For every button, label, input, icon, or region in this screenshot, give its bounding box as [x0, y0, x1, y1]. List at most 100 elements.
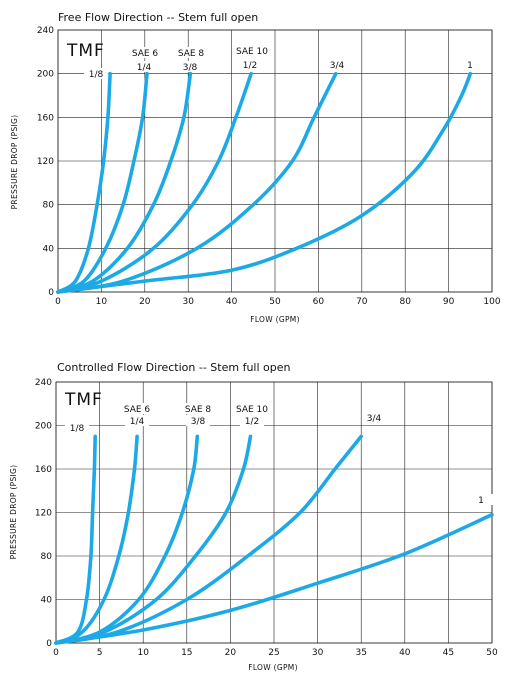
x-tick-label: 100 [483, 297, 500, 307]
label-backdrop [84, 68, 108, 79]
y-tick-label: 80 [43, 201, 55, 211]
x-tick-label: 15 [181, 648, 192, 658]
y-tick-label: 0 [48, 288, 54, 298]
x-tick-label: 70 [356, 297, 368, 307]
x-tick-label: 50 [269, 297, 281, 307]
x-axis-label: FLOW (GPM) [250, 315, 300, 324]
plot-frame [57, 29, 493, 293]
series-line-3-8 [54, 434, 200, 645]
y-tick-label: 120 [35, 509, 52, 519]
y-tick-label: 240 [35, 378, 52, 388]
label-backdrop [125, 47, 165, 58]
series-size-label: 1/2 [245, 417, 259, 427]
label-backdrop [238, 59, 262, 70]
curve-labels: 1/8 SAE 6 1/4 SAE 8 3/8 SAE 10 1/2 3/4 1 [84, 45, 482, 80]
series-line-1-2 [56, 71, 253, 294]
x-tick-label: 45 [443, 648, 454, 658]
series-size-label: 1 [478, 496, 484, 506]
x-tick-label: 40 [399, 648, 411, 658]
series-size-label: 3/8 [191, 417, 206, 427]
brand-label: TMF [64, 390, 103, 410]
series-sae-label: SAE 10 [236, 405, 268, 415]
label-backdrop [132, 61, 156, 72]
label-backdrop [232, 45, 272, 56]
label-backdrop [178, 403, 218, 414]
chart-title: Free Flow Direction -- Stem full open [58, 11, 258, 24]
x-tick-label: 10 [137, 648, 149, 658]
series-sae-label: SAE 8 [178, 49, 205, 59]
series-line-1-2 [54, 434, 253, 645]
x-tick-label: 90 [443, 297, 455, 307]
x-tick-label: 20 [139, 297, 151, 307]
label-backdrop [469, 494, 493, 505]
x-tick-labels: 0 10 20 30 40 50 60 70 80 90 100 [55, 297, 501, 307]
y-tick-label: 80 [41, 552, 53, 562]
chart-title: Controlled Flow Direction -- Stem full o… [57, 361, 291, 374]
series-line-3-4 [56, 71, 338, 294]
x-tick-label: 25 [268, 648, 279, 658]
series-line-1-4 [54, 434, 139, 645]
series-sae-label: SAE 8 [185, 405, 212, 415]
series-layer [56, 71, 473, 294]
label-backdrop [117, 403, 157, 414]
y-tick-label: 40 [43, 244, 55, 254]
series-sae-label: SAE 10 [236, 47, 268, 57]
y-tick-labels: 0 40 80 120 160 200 240 [35, 378, 52, 649]
series-line-3-8 [56, 71, 193, 294]
series-line-3-4 [54, 434, 363, 645]
curve-labels: 1/8 SAE 6 1/4 SAE 8 3/8 SAE 10 1/2 3/4 1 [65, 403, 493, 506]
y-tick-label: 120 [37, 157, 54, 167]
label-backdrop [362, 412, 386, 423]
x-tick-label: 80 [399, 297, 411, 307]
x-tick-label: 20 [225, 648, 237, 658]
x-tick-label: 0 [55, 297, 61, 307]
series-line-1 [56, 71, 473, 294]
gridlines [55, 381, 493, 644]
y-tick-labels: 0 40 80 120 160 200 240 [37, 26, 54, 298]
label-backdrop [178, 61, 202, 72]
series-size-label: 3/8 [183, 63, 198, 73]
free-flow-chart: Free Flow Direction -- Stem full open 1/… [10, 11, 501, 324]
x-tick-label: 5 [97, 648, 103, 658]
label-backdrop [325, 59, 349, 70]
x-tick-label: 30 [182, 297, 194, 307]
plot-frame [55, 381, 493, 644]
label-backdrop [125, 415, 149, 426]
y-tick-label: 160 [35, 465, 52, 475]
x-tick-label: 50 [486, 648, 498, 658]
y-axis-label: PRESSURE DROP (PSIG) [9, 465, 18, 560]
y-tick-label: 240 [37, 26, 54, 36]
series-size-label: 1/4 [130, 417, 145, 427]
y-axis-label: PRESSURE DROP (PSIG) [10, 115, 19, 210]
series-size-label: 1 [467, 61, 473, 71]
series-size-label: 1/8 [70, 424, 85, 434]
series-size-label: 3/4 [367, 414, 382, 424]
series-size-label: 1/2 [243, 61, 257, 71]
x-tick-label: 35 [355, 648, 366, 658]
series-line-1-8 [56, 71, 112, 294]
series-line-1-4 [56, 71, 149, 294]
series-line-1 [54, 512, 494, 645]
label-backdrop [240, 415, 264, 426]
label-backdrop [171, 47, 211, 58]
x-tick-labels: 0 5 10 15 20 25 30 35 40 45 50 [53, 648, 498, 658]
series-line-1-8 [54, 434, 97, 645]
label-backdrop [186, 415, 210, 426]
x-axis-label: FLOW (GPM) [248, 663, 298, 672]
label-backdrop [458, 59, 482, 70]
series-size-label: 1/8 [89, 70, 104, 80]
y-tick-label: 200 [37, 70, 54, 80]
y-tick-label: 0 [46, 639, 52, 649]
x-tick-label: 0 [53, 648, 59, 658]
series-sae-label: SAE 6 [124, 405, 151, 415]
series-layer [54, 434, 494, 645]
x-tick-label: 30 [312, 648, 324, 658]
x-tick-label: 10 [96, 297, 108, 307]
label-backdrop [65, 422, 89, 433]
label-backdrop [232, 403, 272, 414]
y-tick-label: 160 [37, 113, 54, 123]
controlled-flow-chart: Controlled Flow Direction -- Stem full o… [9, 361, 498, 672]
y-tick-label: 40 [41, 596, 53, 606]
x-tick-label: 40 [226, 297, 238, 307]
